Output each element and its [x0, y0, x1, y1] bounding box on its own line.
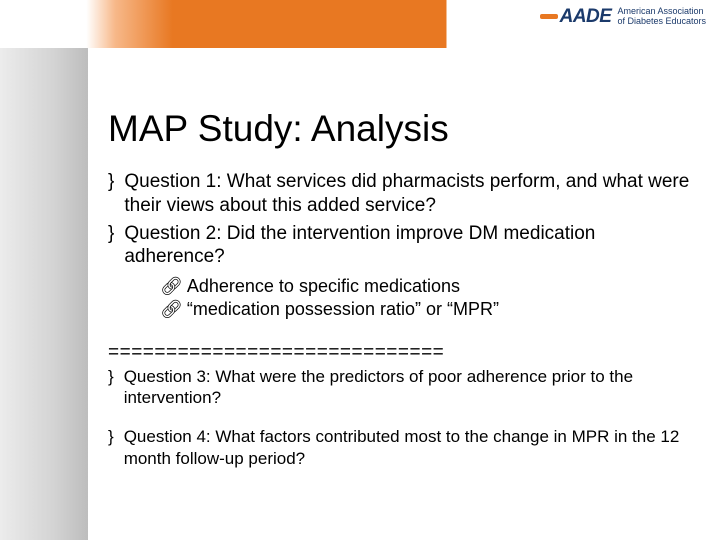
sub-bullet-1: 🔗︎ Adherence to specific medications — [160, 275, 690, 298]
bullet-icon: } — [108, 426, 114, 469]
slide-content: MAP Study: Analysis } Question 1: What s… — [108, 108, 690, 487]
link-icon: 🔗︎ — [160, 298, 183, 321]
bullet-icon: } — [108, 170, 114, 218]
question-3-text: Question 3: What were the predictors of … — [124, 366, 690, 409]
brand-subtitle: American Association of Diabetes Educato… — [617, 7, 706, 27]
sub-bullet-2-text: “medication possession ratio” or “MPR” — [187, 298, 499, 321]
question-2-text: Question 2: Did the intervention improve… — [124, 222, 690, 270]
question-4: } Question 4: What factors contributed m… — [108, 426, 690, 469]
sub-bullet-1-text: Adherence to specific medications — [187, 275, 460, 298]
divider: ============================= — [108, 342, 690, 364]
sub-bullet-list: 🔗︎ Adherence to specific medications 🔗︎ … — [160, 275, 690, 322]
brand-mark-text: AADE — [560, 6, 612, 27]
brand-logo: AADE American Association of Diabetes Ed… — [540, 6, 706, 28]
brand-line2: of Diabetes Educators — [617, 17, 706, 27]
left-sidebar — [0, 48, 88, 540]
question-4-text: Question 4: What factors contributed mos… — [124, 426, 690, 469]
bullet-icon: } — [108, 366, 114, 409]
sub-bullet-2: 🔗︎ “medication possession ratio” or “MPR… — [160, 298, 690, 321]
link-icon: 🔗︎ — [160, 275, 183, 298]
question-1-text: Question 1: What services did pharmacist… — [124, 170, 690, 218]
question-1: } Question 1: What services did pharmaci… — [108, 170, 690, 218]
question-2: } Question 2: Did the intervention impro… — [108, 222, 690, 270]
question-3: } Question 3: What were the predictors o… — [108, 366, 690, 409]
bullet-icon: } — [108, 222, 114, 270]
brand-mark: AADE — [540, 6, 612, 28]
slide-title: MAP Study: Analysis — [108, 108, 690, 150]
brand-dash-icon — [540, 14, 558, 19]
